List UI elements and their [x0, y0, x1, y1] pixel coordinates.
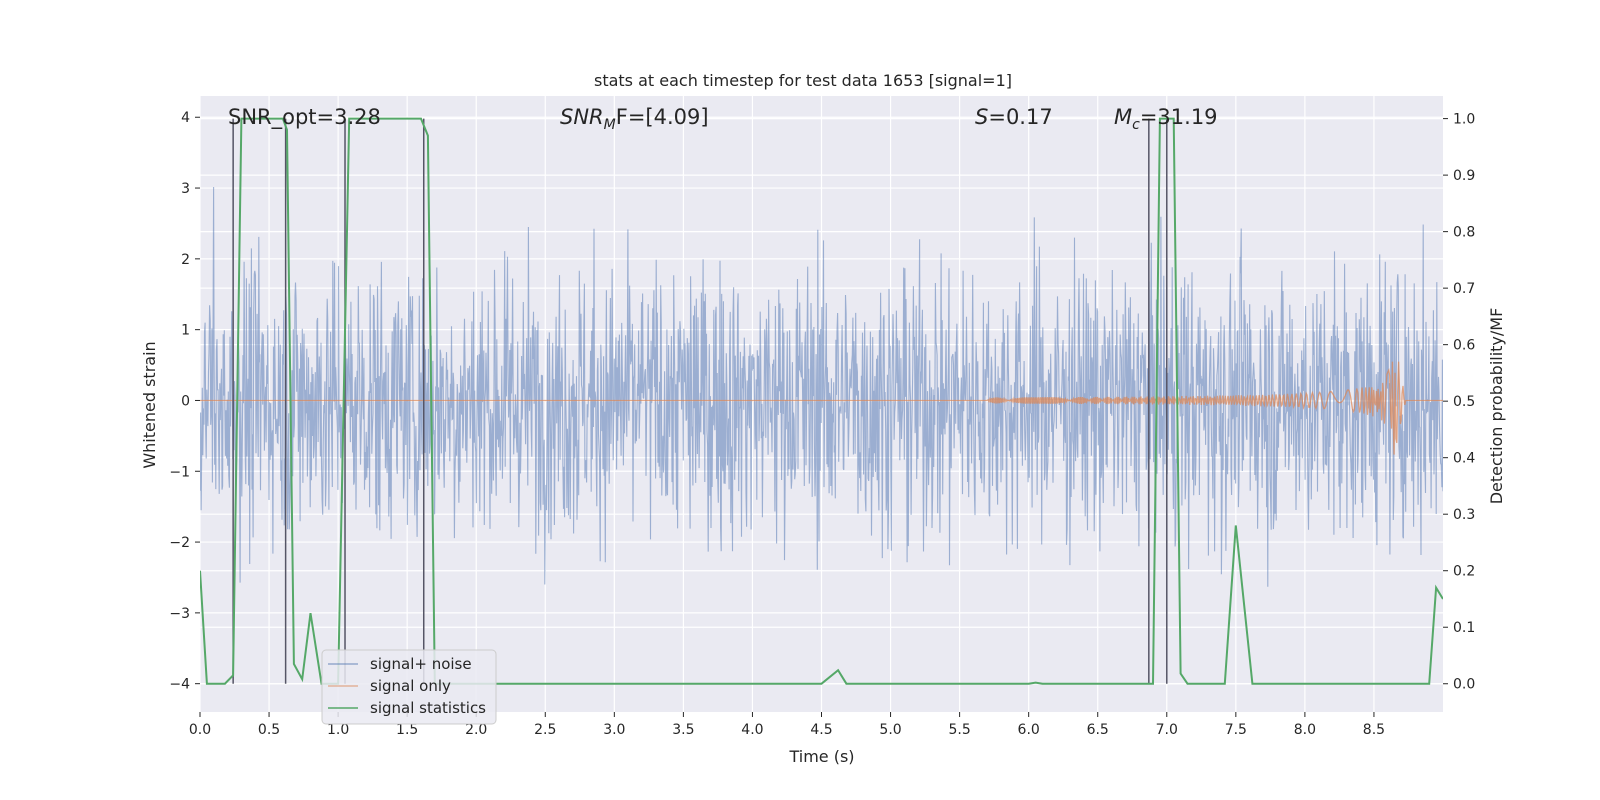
annotation-mc-sub: c — [1132, 117, 1140, 133]
y-ticks-left: −4 −3 −2 −1 0 1 2 3 4 — [169, 110, 200, 693]
y-right-tick-label: 0.2 — [1453, 564, 1475, 580]
y-tick-label: −3 — [169, 606, 190, 622]
legend-label-noise: signal+ noise — [370, 655, 472, 673]
x-tick-label: 4.5 — [810, 722, 832, 738]
annotation-snr-mf: SNRMF=[4.09] — [560, 105, 709, 133]
x-tick-label: 6.5 — [1087, 722, 1109, 738]
x-tick-label: 1.5 — [396, 722, 418, 738]
x-tick-label: 3.0 — [603, 722, 625, 738]
legend-label-stats: signal statistics — [370, 699, 486, 717]
annotation-s-value: =0.17 — [988, 105, 1052, 129]
x-tick-label: 3.5 — [672, 722, 694, 738]
annotation-snr-mf-snr: SNR — [560, 105, 604, 129]
annotation-s: S=0.17 — [975, 105, 1053, 129]
statistics-series — [200, 117, 1443, 685]
y-right-tick-label: 0.5 — [1453, 394, 1475, 410]
y-ticks-right: 0.0 0.1 0.2 0.3 0.4 0.5 0.6 0.7 0.8 0.9 1.0 — [1443, 112, 1475, 693]
y-tick-label: −1 — [169, 464, 190, 480]
y-tick-label: 1 — [181, 323, 190, 339]
annotation-mc-value: =31.19 — [1140, 105, 1218, 129]
x-tick-label: 7.0 — [1156, 722, 1178, 738]
signal-series — [200, 361, 1443, 455]
y-right-tick-label: 0.9 — [1453, 168, 1475, 184]
x-tick-label: 2.5 — [534, 722, 556, 738]
x-tick-label: 0.0 — [189, 722, 211, 738]
x-tick-label: 2.0 — [465, 722, 487, 738]
y-right-tick-label: 0.8 — [1453, 225, 1475, 241]
vertical-markers — [232, 118, 1168, 684]
y-tick-label: −2 — [169, 535, 190, 551]
legend-box — [321, 649, 497, 725]
x-tick-label: 4.0 — [741, 722, 763, 738]
noise-series — [200, 186, 1443, 587]
y-tick-label: 0 — [181, 393, 190, 409]
y-axis-label-right: Detection probability/MF — [1487, 308, 1506, 505]
y-tick-label: −4 — [169, 677, 190, 693]
y-right-tick-label: 0.4 — [1453, 451, 1475, 467]
x-tick-label: 8.0 — [1294, 722, 1316, 738]
x-tick-label: 1.0 — [327, 722, 349, 738]
y-tick-label: 4 — [181, 110, 190, 126]
y-right-tick-label: 0.1 — [1453, 620, 1475, 636]
x-axis-label: Time (s) — [788, 747, 854, 766]
annotation-mc-symbol: M — [1114, 105, 1132, 129]
y-right-tick-label: 0.3 — [1453, 507, 1475, 523]
signal-noise-line — [200, 186, 1443, 587]
x-tick-label: 5.0 — [879, 722, 901, 738]
annotation-mc: Mc=31.19 — [1114, 105, 1218, 133]
y-right-tick-label: 0.7 — [1453, 281, 1475, 297]
y-tick-label: 3 — [181, 181, 190, 197]
signal-statistics-line — [200, 117, 1443, 685]
annotation-snr-mf-value: F=[4.09] — [616, 105, 709, 129]
annotation-s-symbol: S — [975, 105, 988, 129]
x-tick-label: 5.5 — [948, 722, 970, 738]
x-tick-label: 7.5 — [1225, 722, 1247, 738]
y-tick-label: 2 — [181, 252, 190, 268]
signal-only-line — [200, 361, 1443, 455]
legend: signal+ noise signal only signal statist… — [321, 649, 497, 725]
y-right-tick-label: 0.6 — [1453, 338, 1475, 354]
annotation-snr-opt: SNR_opt=3.28 — [228, 105, 381, 130]
x-ticks: 0.0 0.5 1.0 1.5 2.0 2.5 3.0 3.5 4.0 4.5 5.0 5.5 6.0 6… — [189, 712, 1385, 738]
chart-title: stats at each timestep for test data 165… — [594, 71, 1012, 90]
x-tick-label: 8.5 — [1363, 722, 1385, 738]
y-axis-label-left: Whitened strain — [140, 341, 159, 468]
legend-label-signal: signal only — [370, 677, 451, 695]
x-tick-label: 6.0 — [1018, 722, 1040, 738]
annotation-snr-mf-sub: M — [604, 117, 616, 133]
y-right-tick-label: 0.0 — [1453, 677, 1475, 693]
y-right-tick-label: 1.0 — [1453, 112, 1475, 128]
x-tick-label: 0.5 — [258, 722, 280, 738]
